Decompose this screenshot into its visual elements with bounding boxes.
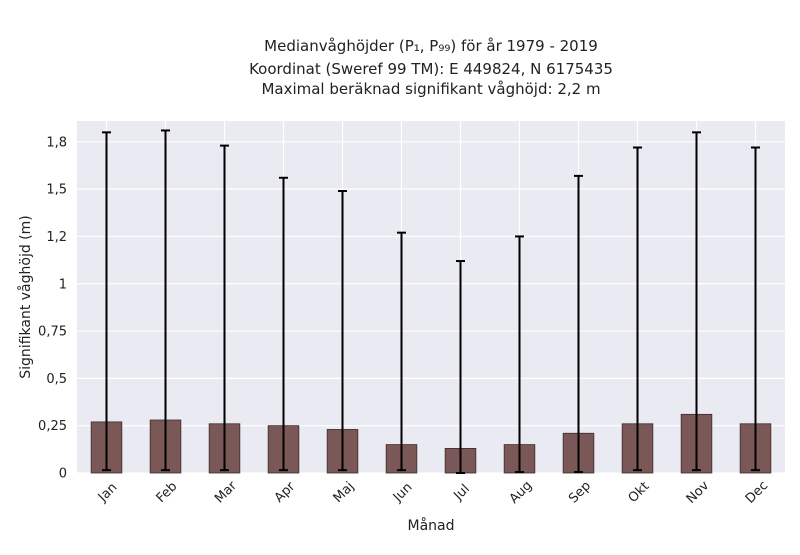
chart-title-line-3: Maximal beräknad signifikant våghöjd: 2,… [261, 80, 600, 98]
x-tick-label-aug: Aug [507, 478, 536, 507]
chart-title-line-1: Medianvåghöjder (P₁, P₉₉) för år 1979 - … [264, 37, 598, 55]
y-tick-label-3: 0,75 [38, 325, 67, 340]
y-axis-label: Signifikant våghöjd (m) [17, 215, 34, 378]
error-bars [102, 129, 760, 474]
x-tick-label-nov: Nov [684, 478, 713, 507]
y-tick-label-1: 0,25 [38, 419, 67, 434]
y-tick-label-5: 1,2 [46, 230, 67, 245]
error-bar-jan [102, 131, 111, 472]
x-tick-label-mar: Mar [212, 478, 240, 506]
chart-title: Medianvåghöjder (P₁, P₉₉) för år 1979 - … [249, 37, 613, 98]
error-bar-jun [397, 231, 406, 472]
x-tick-label-jan: Jan [95, 480, 120, 505]
error-bar-dec [751, 146, 760, 472]
y-tick-label-7: 1,8 [46, 135, 67, 150]
x-tick-label-jun: Jun [390, 480, 416, 506]
error-bar-sep [574, 174, 583, 474]
error-bar-nov [692, 131, 701, 472]
error-bar-okt [633, 146, 642, 472]
plot-area [77, 121, 785, 473]
x-tick-label-sep: Sep [566, 479, 594, 507]
x-tick-label-apr: Apr [272, 479, 299, 506]
x-tick-label-dec: Dec [743, 478, 771, 506]
chart-title-line-2: Koordinat (Sweref 99 TM): E 449824, N 61… [249, 60, 613, 78]
error-bar-apr [279, 176, 288, 472]
y-tick-label-0: 0 [59, 467, 67, 482]
error-bar-aug [515, 235, 524, 474]
error-bar-jul [456, 260, 465, 474]
error-bar-maj [338, 190, 347, 472]
y-tick-label-6: 1,5 [46, 183, 67, 198]
x-axis-label: Månad [408, 517, 455, 534]
error-bar-mar [220, 144, 229, 472]
y-tick-label-4: 1 [59, 277, 67, 292]
y-axis-ticks: 0 0,25 0,5 0,75 1 1,2 1,5 1,8 [38, 135, 67, 481]
error-bar-feb [161, 129, 170, 472]
x-axis-ticks: Jan Feb Mar Apr Maj Jun Jul Aug Sep Okt Nov Dec [95, 478, 771, 507]
x-tick-label-okt: Okt [626, 479, 653, 506]
x-tick-label-jul: Jul [450, 482, 472, 504]
x-tick-label-feb: Feb [154, 479, 181, 506]
x-tick-label-maj: Maj [331, 479, 358, 506]
y-tick-label-2: 0,5 [46, 372, 67, 387]
